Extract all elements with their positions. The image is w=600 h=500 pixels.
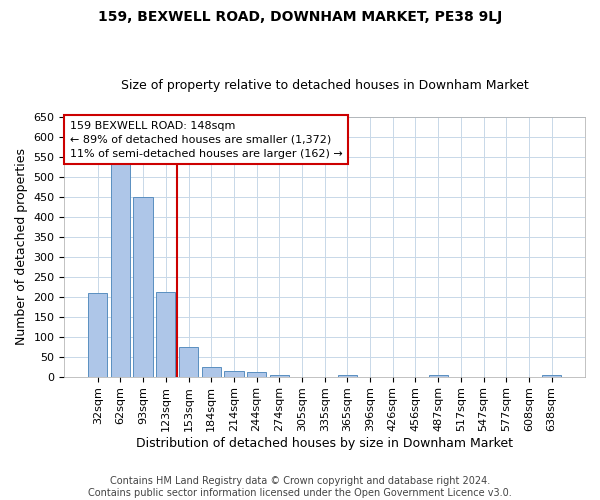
Bar xyxy=(338,374,357,376)
Bar xyxy=(202,366,221,376)
Bar xyxy=(156,292,175,376)
Bar xyxy=(247,372,266,376)
Bar xyxy=(133,196,153,376)
Bar xyxy=(179,346,198,376)
Text: 159, BEXWELL ROAD, DOWNHAM MARKET, PE38 9LJ: 159, BEXWELL ROAD, DOWNHAM MARKET, PE38 … xyxy=(98,10,502,24)
X-axis label: Distribution of detached houses by size in Downham Market: Distribution of detached houses by size … xyxy=(136,437,513,450)
Bar xyxy=(224,371,244,376)
Y-axis label: Number of detached properties: Number of detached properties xyxy=(15,148,28,345)
Bar xyxy=(111,164,130,376)
Title: Size of property relative to detached houses in Downham Market: Size of property relative to detached ho… xyxy=(121,79,529,92)
Bar xyxy=(269,374,289,376)
Bar xyxy=(542,375,562,376)
Text: Contains HM Land Registry data © Crown copyright and database right 2024.
Contai: Contains HM Land Registry data © Crown c… xyxy=(88,476,512,498)
Text: 159 BEXWELL ROAD: 148sqm
← 89% of detached houses are smaller (1,372)
11% of sem: 159 BEXWELL ROAD: 148sqm ← 89% of detach… xyxy=(70,120,343,158)
Bar xyxy=(428,374,448,376)
Bar xyxy=(88,292,107,376)
